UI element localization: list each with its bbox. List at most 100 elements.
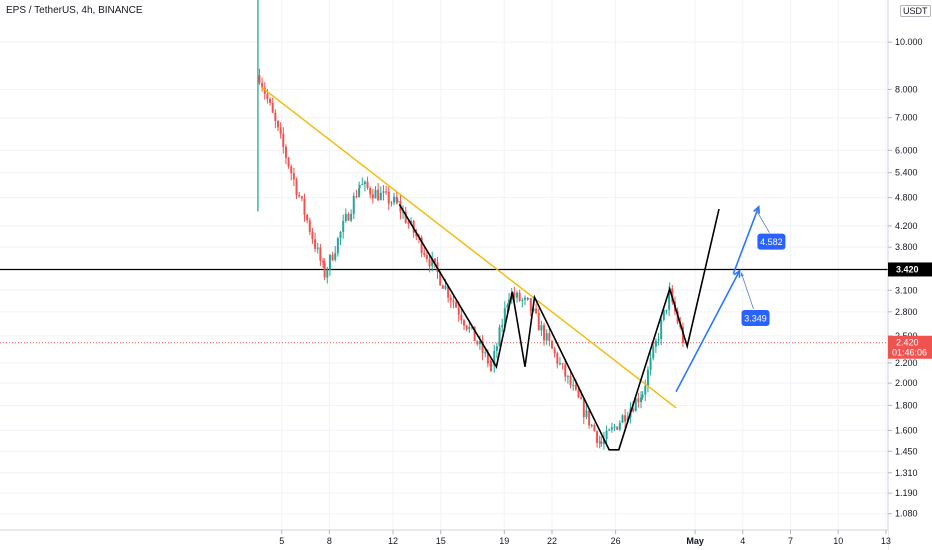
candle-body — [665, 309, 668, 311]
candle-body — [258, 75, 261, 83]
candle-body — [441, 285, 444, 289]
price-tick-label: 1.800 — [895, 400, 918, 410]
candle-body — [290, 166, 293, 174]
candle-body — [465, 325, 468, 330]
candle-body — [352, 196, 355, 214]
trendline[interactable] — [260, 86, 677, 409]
candle-body — [478, 341, 481, 345]
candle-body — [481, 341, 484, 354]
candle-body — [390, 202, 393, 204]
last-price-tag[interactable] — [888, 335, 932, 359]
descending-trendline[interactable] — [260, 86, 677, 409]
candle-body — [473, 326, 476, 342]
price-axis[interactable]: 10.000 8.000 7.000 6.000 5.400 4.800 4.200 3.80… — [887, 0, 932, 550]
candle-body — [577, 389, 580, 398]
candle-body — [490, 365, 493, 367]
candle-body — [523, 297, 526, 300]
candle-body — [529, 298, 532, 312]
candle-body — [316, 247, 319, 249]
candle-body — [660, 319, 663, 340]
time-axis[interactable]: 5 8 12 15 19 22 26 May 4 7 10 13 — [0, 529, 891, 550]
candle-body — [263, 87, 266, 95]
candle-body — [495, 346, 498, 351]
candle-body — [382, 191, 385, 193]
candle-body — [605, 430, 608, 440]
candle-body — [371, 194, 374, 199]
candle-body — [503, 308, 506, 326]
candle-body — [527, 298, 530, 300]
candle-body — [311, 231, 314, 240]
candle-body — [336, 238, 339, 254]
candle-body — [379, 192, 382, 201]
candle-body — [498, 327, 501, 347]
candle-body — [616, 426, 619, 430]
time-tick-label: 5 — [279, 536, 284, 546]
candle-body — [610, 427, 613, 430]
candle-body — [652, 346, 655, 359]
candle-body — [282, 133, 285, 147]
currency-badge[interactable]: USDT — [900, 5, 931, 17]
projection-arrows[interactable] — [675, 204, 770, 393]
price-label-box[interactable] — [741, 309, 770, 326]
candle-body — [641, 394, 644, 398]
candle-body — [374, 189, 377, 199]
candle-body — [564, 364, 567, 377]
candle-body — [608, 429, 611, 431]
candle-body — [423, 253, 426, 255]
candle-body — [535, 308, 538, 314]
price-tick-label: 1.190 — [895, 488, 918, 498]
projection-arrow[interactable] — [675, 270, 741, 393]
candle-body — [358, 188, 361, 197]
time-tick-label: May — [686, 536, 704, 546]
pattern-line[interactable] — [398, 203, 720, 451]
candle-body — [292, 173, 295, 180]
candle-body — [646, 369, 649, 386]
candle-body — [516, 292, 519, 298]
candle-body — [596, 431, 599, 443]
candle-body — [350, 213, 353, 221]
price-tick-label: 3.100 — [895, 285, 918, 295]
candle-body — [271, 102, 274, 113]
candle-body — [395, 196, 398, 203]
candle-body — [460, 314, 463, 321]
label-pointer[interactable] — [740, 272, 754, 310]
time-tick-label: 12 — [388, 536, 398, 546]
candle-body — [484, 352, 487, 354]
price-tick-label: 4.800 — [895, 193, 918, 203]
price-label-box[interactable] — [757, 233, 786, 250]
candle-body — [322, 260, 325, 263]
candle-body — [439, 272, 442, 286]
candle-body — [331, 254, 334, 260]
candle-body — [543, 325, 546, 341]
level-price-tag[interactable] — [888, 262, 932, 277]
candle-body — [455, 302, 458, 308]
candle-body — [347, 213, 350, 221]
candle-body — [518, 292, 521, 301]
label-pointer[interactable] — [755, 208, 770, 233]
candle-body — [561, 363, 564, 365]
candle-body — [355, 196, 358, 198]
price-tick-label: 2.000 — [895, 378, 918, 388]
projection-arrow[interactable] — [732, 206, 760, 275]
candle-body — [295, 179, 298, 195]
candle-body — [668, 291, 671, 310]
symbol-title: EPS / TetherUS, 4h, BINANCE — [6, 5, 143, 16]
label-pointer-head — [740, 272, 745, 277]
candle-body — [404, 211, 407, 223]
candle-body — [545, 333, 548, 341]
candle-body — [634, 398, 637, 412]
candle-body — [358, 184, 361, 189]
candle-body — [569, 375, 572, 386]
time-tick-label: 8 — [327, 536, 332, 546]
candle-body — [624, 415, 627, 422]
candle-body — [363, 181, 366, 185]
candle-body — [598, 441, 601, 443]
price-label-text: 4.582 — [760, 237, 783, 247]
time-tick-label: 4 — [740, 536, 745, 546]
zigzag-pattern[interactable] — [398, 203, 720, 451]
candle-body — [298, 194, 301, 197]
candle-body — [344, 213, 347, 221]
candle-body — [323, 262, 326, 278]
